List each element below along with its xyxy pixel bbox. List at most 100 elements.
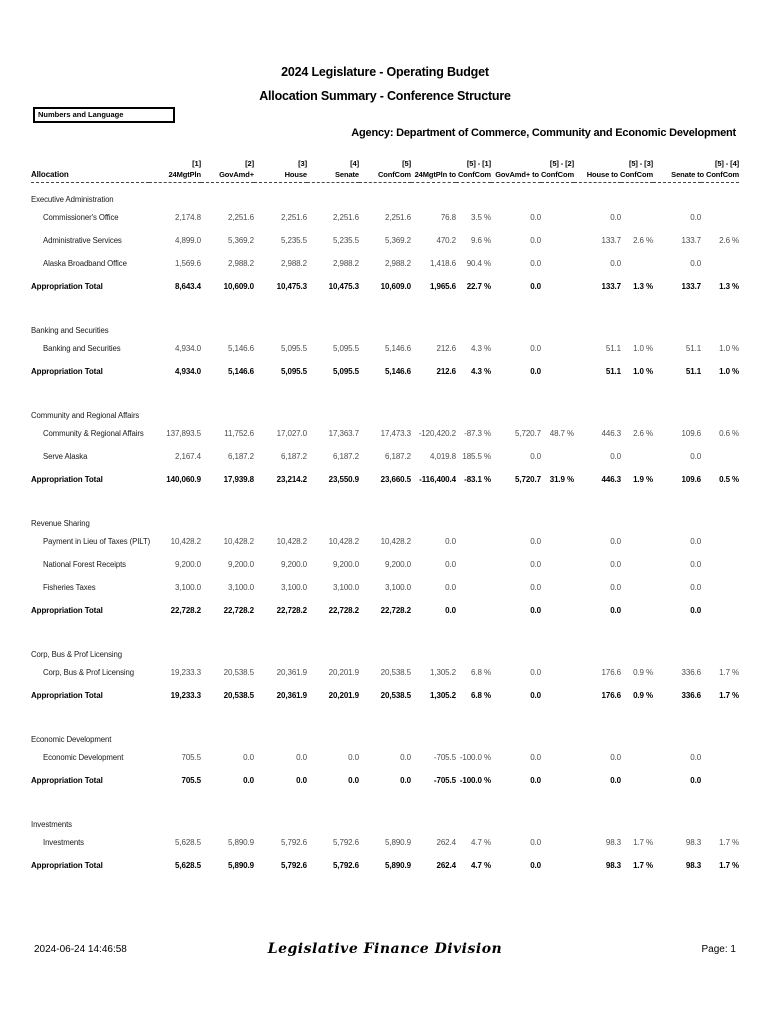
value-cell: 2,251.6	[281, 213, 307, 222]
diff-pct-cell: -87.3 %	[464, 429, 492, 438]
diff-pct-cell: 1.7 %	[633, 838, 654, 847]
diff-pct-cell: 2.6 %	[633, 429, 654, 438]
diff-pct-cell	[456, 599, 491, 622]
diff-pct-cell	[541, 275, 574, 298]
diff-value-cell: 133.7	[681, 236, 702, 245]
diff-pct-cell: 4.3 %	[471, 344, 492, 353]
row-label: Payment in Lieu of Taxes (PILT)	[43, 537, 151, 546]
header-label-row: Allocation 24MgtPln GovAmd+ House Senate…	[31, 169, 739, 183]
diff-value-cell: 133.7	[601, 236, 622, 245]
value-cell: 10,428.2	[223, 537, 254, 546]
diff-pct-cell: 2.6 %	[633, 236, 654, 245]
value-cell: 0.0	[296, 776, 307, 785]
diff-value-cell: 0.0	[530, 861, 542, 870]
diff-value-cell: 0.0	[610, 213, 622, 222]
diff-value-cell: 4,019.8	[430, 452, 456, 461]
section-title-row: Executive Administration	[31, 183, 739, 207]
diff-pct-cell	[621, 769, 653, 792]
allocation-row: Administrative Services 4,899.0 5,369.2 5,2…	[31, 229, 739, 252]
diff-pct-cell	[541, 854, 574, 877]
value-cell: 9,200.0	[175, 560, 201, 569]
value-cell: 2,988.2	[385, 259, 411, 268]
report-title-line2: Allocation Summary - Conference Structur…	[259, 89, 511, 103]
col-label: Senate	[307, 169, 359, 183]
diff-pct-cell	[701, 445, 739, 468]
value-cell: 2,174.8	[175, 213, 201, 222]
allocation-row: Corp, Bus & Prof Licensing 19,233.3 20,538…	[31, 661, 739, 684]
diff-value-cell: 0.0	[530, 236, 542, 245]
agency-line: Agency: Department of Commerce, Communit…	[351, 127, 736, 139]
diff-value-cell: 0.0	[530, 537, 542, 546]
diff-value-cell: 109.6	[681, 429, 702, 438]
value-cell: 9,200.0	[385, 560, 411, 569]
col-label: ConfCom	[359, 169, 411, 183]
diff-value-cell: 176.6	[601, 668, 622, 677]
value-cell: 6,187.2	[333, 452, 359, 461]
value-cell: 5,890.9	[385, 838, 411, 847]
diff-pct-cell: 1.7 %	[719, 861, 740, 870]
diff-pct-cell	[456, 576, 491, 599]
diff-value-cell: -120,420.2	[418, 429, 456, 438]
value-cell: 3,100.0	[228, 583, 254, 592]
col-number: [1]	[192, 159, 201, 168]
diff-pct-cell: -100.0 %	[459, 753, 492, 762]
diff-value-cell: 212.6	[436, 367, 456, 376]
diff-value-cell: 336.6	[681, 691, 702, 700]
footer-page-number: Page: 1	[701, 944, 736, 955]
diff-pct-cell: 185.5 %	[462, 452, 492, 461]
diff-value-cell: 0.0	[530, 776, 542, 785]
diff-value-cell: 98.3	[685, 838, 702, 847]
value-cell: 20,361.9	[276, 691, 307, 700]
diff-pct-cell: 0.9 %	[633, 668, 654, 677]
diff-value-cell: 0.0	[610, 452, 622, 461]
section-title: Banking and Securities	[31, 326, 109, 335]
diff-value-cell: 1,305.2	[430, 691, 456, 700]
allocation-row: Investments 5,628.5 5,890.9 5,792.6 5,792.6 5…	[31, 831, 739, 854]
value-cell: 5,890.9	[228, 838, 254, 847]
diff-value-cell: 0.0	[530, 691, 542, 700]
value-cell: 137,893.5	[166, 429, 201, 438]
value-cell: 5,792.6	[333, 861, 359, 870]
diff-value-cell: 0.0	[610, 753, 622, 762]
diff-pct-cell: 48.7 %	[549, 429, 575, 438]
diff-col-number: [5] - [1]	[466, 159, 492, 168]
value-cell: 5,628.5	[175, 861, 201, 870]
value-cell: 2,251.6	[228, 213, 254, 222]
diff-pct-cell: 6.8 %	[471, 668, 492, 677]
diff-value-cell: 0.0	[690, 560, 702, 569]
section-title: Revenue Sharing	[31, 519, 90, 528]
diff-value-cell: 109.6	[681, 475, 702, 484]
value-cell: 4,899.0	[175, 236, 201, 245]
allocation-row: Serve Alaska 2,167.4 6,187.2 6,187.2 6,187.2…	[31, 445, 739, 468]
section-title: Economic Development	[31, 735, 112, 744]
value-cell: 6,187.2	[228, 452, 254, 461]
value-cell: 10,475.3	[328, 282, 359, 291]
value-cell: 5,146.6	[385, 344, 411, 353]
diff-value-cell: 0.0	[610, 776, 622, 785]
appropriation-total-row: Appropriation Total 140,060.9 17,939.8 23,2…	[31, 468, 739, 491]
diff-pct-cell	[701, 576, 739, 599]
diff-value-cell: 0.0	[530, 753, 542, 762]
numbers-and-language-box: Numbers and Language	[33, 107, 175, 123]
value-cell: 6,187.2	[281, 452, 307, 461]
diff-value-cell: 0.0	[610, 537, 622, 546]
diff-value-cell: 0.0	[530, 282, 542, 291]
value-cell: 23,214.2	[276, 475, 307, 484]
diff-value-cell: 98.3	[605, 861, 622, 870]
value-cell: 0.0	[243, 753, 254, 762]
value-cell: 17,939.8	[223, 475, 254, 484]
page-footer: 2024-06-24 14:46:58 Legislative Finance …	[34, 941, 736, 963]
diff-value-cell: 0.0	[530, 560, 542, 569]
diff-value-cell: 0.0	[690, 606, 702, 615]
diff-pct-cell	[456, 553, 491, 576]
diff-pct-cell	[701, 252, 739, 275]
diff-pct-cell	[541, 599, 574, 622]
diff-pct-cell	[541, 769, 574, 792]
row-label: Appropriation Total	[31, 776, 103, 785]
diff-pct-cell	[701, 206, 739, 229]
diff-pct-cell: 4.3 %	[471, 367, 492, 376]
diff-value-cell: 0.0	[690, 452, 702, 461]
row-label: Alaska Broadband Office	[43, 259, 127, 268]
diff-pct-cell: 0.6 %	[719, 429, 740, 438]
value-cell: 5,146.6	[228, 367, 254, 376]
